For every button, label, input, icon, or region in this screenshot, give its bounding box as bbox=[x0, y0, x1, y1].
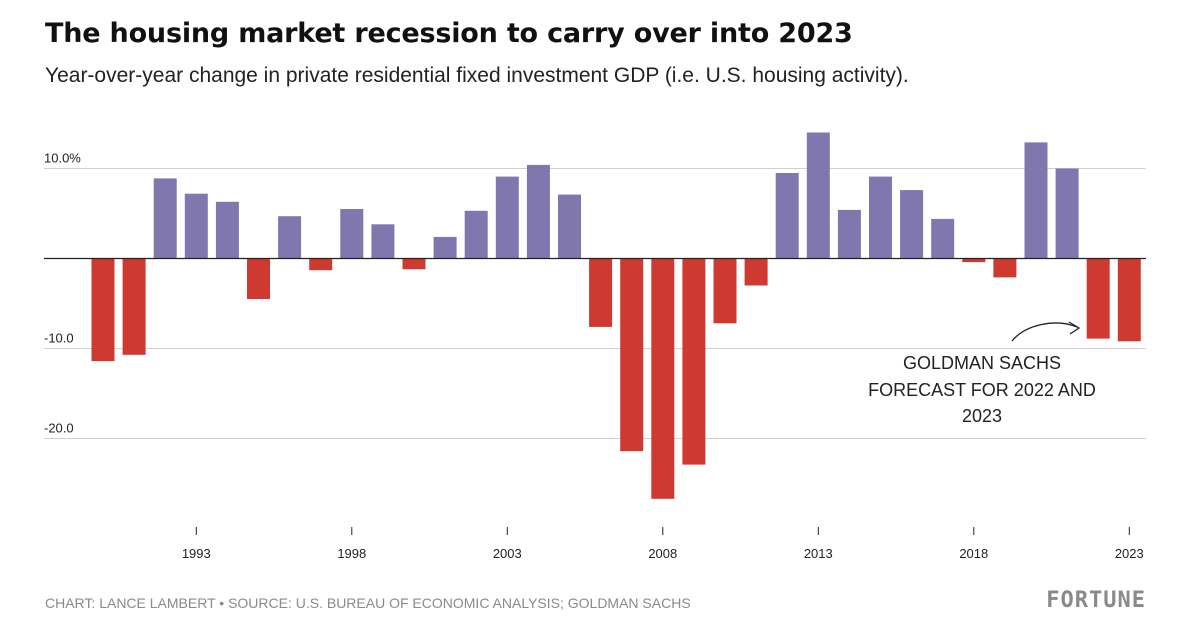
bar-2015 bbox=[869, 176, 892, 259]
chart-title: The housing market recession to carry ov… bbox=[45, 18, 853, 49]
gridlines bbox=[44, 168, 1146, 439]
bar-2022 bbox=[1086, 258, 1110, 339]
x-tick-labels: 1993 1998 2003 2008 2013 2018 2023 bbox=[182, 527, 1144, 561]
bar-1992 bbox=[153, 178, 177, 259]
bar-2003 bbox=[495, 176, 519, 259]
y-tick-labels: 10.0% -10.0 -20.0 bbox=[44, 151, 81, 436]
bar-1997 bbox=[309, 258, 333, 271]
bar-2010 bbox=[713, 258, 737, 324]
x-tick-label: 2023 bbox=[1115, 546, 1144, 561]
bar-2007 bbox=[620, 258, 644, 452]
forecast-annotation: GOLDMAN SACHS FORECAST FOR 2022 AND 2023 bbox=[868, 321, 1096, 426]
bar-1995 bbox=[247, 258, 270, 299]
bar-2002 bbox=[464, 210, 488, 259]
bar-2008 bbox=[651, 258, 675, 499]
bar-1998 bbox=[340, 209, 364, 259]
x-tick-label: 2008 bbox=[648, 546, 677, 561]
x-tick-label: 1993 bbox=[182, 546, 211, 561]
bar-2006 bbox=[589, 258, 613, 327]
chart-credit: CHART: LANCE LAMBERT • SOURCE: U.S. BURE… bbox=[45, 595, 691, 611]
annotation-arrow-head bbox=[1068, 321, 1081, 335]
bar-2020 bbox=[1024, 142, 1048, 259]
fortune-logo: FORTUNE bbox=[1046, 588, 1146, 613]
bars bbox=[91, 132, 1141, 499]
bar-2001 bbox=[433, 236, 457, 259]
bar-2012 bbox=[775, 173, 799, 259]
bar-2005 bbox=[558, 194, 581, 259]
annotation-line: FORECAST FOR 2022 AND bbox=[868, 380, 1096, 400]
x-tick-label: 2013 bbox=[804, 546, 833, 561]
x-tick-label: 1998 bbox=[337, 546, 366, 561]
annotation-line: 2023 bbox=[962, 406, 1002, 426]
x-tick-label: 2018 bbox=[959, 546, 988, 561]
y-tick-label: -20.0 bbox=[44, 421, 74, 436]
y-tick-label: -10.0 bbox=[44, 331, 74, 346]
bar-1990 bbox=[91, 258, 115, 362]
bar-1991 bbox=[122, 258, 146, 355]
bar-2018 bbox=[962, 258, 986, 263]
bar-2014 bbox=[837, 209, 861, 259]
bar-2009 bbox=[682, 258, 706, 465]
bar-2011 bbox=[744, 258, 768, 286]
annotation-line: GOLDMAN SACHS bbox=[903, 353, 1061, 373]
bar-2004 bbox=[526, 164, 550, 259]
x-tick-label: 2003 bbox=[493, 546, 522, 561]
bar-2019 bbox=[993, 258, 1017, 278]
bar-2013 bbox=[806, 132, 830, 259]
y-tick-label: 10.0% bbox=[44, 151, 81, 166]
bar-1996 bbox=[278, 216, 302, 259]
bar-2016 bbox=[900, 190, 924, 259]
bar-2017 bbox=[931, 218, 955, 259]
annotation-arrow bbox=[1011, 322, 1078, 342]
bar-1993 bbox=[184, 193, 208, 259]
bar-2023 bbox=[1117, 258, 1141, 342]
bar-2021 bbox=[1055, 168, 1079, 259]
chart-subtitle: Year-over-year change in private residen… bbox=[45, 64, 909, 87]
bar-1994 bbox=[215, 201, 239, 259]
bar-1999 bbox=[371, 224, 395, 259]
bar-2000 bbox=[402, 258, 426, 270]
